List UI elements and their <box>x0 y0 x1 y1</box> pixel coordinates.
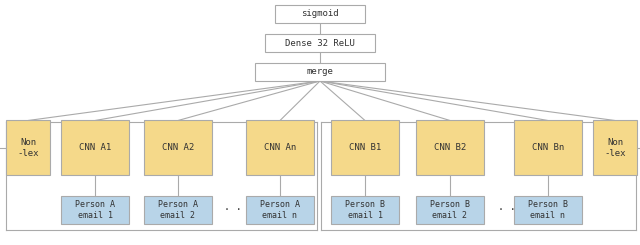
FancyBboxPatch shape <box>514 121 582 175</box>
FancyBboxPatch shape <box>265 34 375 52</box>
FancyBboxPatch shape <box>144 196 212 224</box>
Text: CNN An: CNN An <box>264 144 296 152</box>
FancyBboxPatch shape <box>514 196 582 224</box>
Text: CNN Bn: CNN Bn <box>532 144 564 152</box>
FancyBboxPatch shape <box>331 196 399 224</box>
FancyBboxPatch shape <box>246 121 314 175</box>
Text: Non
-lex: Non -lex <box>17 138 39 158</box>
Text: merge: merge <box>307 68 333 76</box>
FancyBboxPatch shape <box>275 5 365 23</box>
FancyBboxPatch shape <box>255 63 385 81</box>
FancyBboxPatch shape <box>416 196 484 224</box>
Text: CNN A1: CNN A1 <box>79 144 111 152</box>
Text: Person B
email n: Person B email n <box>528 200 568 220</box>
FancyBboxPatch shape <box>61 121 129 175</box>
Text: Person A
email n: Person A email n <box>260 200 300 220</box>
FancyBboxPatch shape <box>6 121 50 175</box>
Text: CNN A2: CNN A2 <box>162 144 194 152</box>
FancyBboxPatch shape <box>593 121 637 175</box>
FancyBboxPatch shape <box>61 196 129 224</box>
Text: Person B
email 1: Person B email 1 <box>345 200 385 220</box>
FancyBboxPatch shape <box>246 196 314 224</box>
FancyBboxPatch shape <box>144 121 212 175</box>
Text: CNN B2: CNN B2 <box>434 144 466 152</box>
Text: CNN B1: CNN B1 <box>349 144 381 152</box>
Text: · ·: · · <box>224 205 242 215</box>
Text: Person B
email 2: Person B email 2 <box>430 200 470 220</box>
Text: sigmoid: sigmoid <box>301 10 339 19</box>
Text: Person A
email 1: Person A email 1 <box>75 200 115 220</box>
Text: Person A
email 2: Person A email 2 <box>158 200 198 220</box>
Text: · ·: · · <box>498 205 516 215</box>
Text: Dense 32 ReLU: Dense 32 ReLU <box>285 38 355 48</box>
FancyBboxPatch shape <box>416 121 484 175</box>
Text: Non
-lex: Non -lex <box>604 138 626 158</box>
FancyBboxPatch shape <box>331 121 399 175</box>
